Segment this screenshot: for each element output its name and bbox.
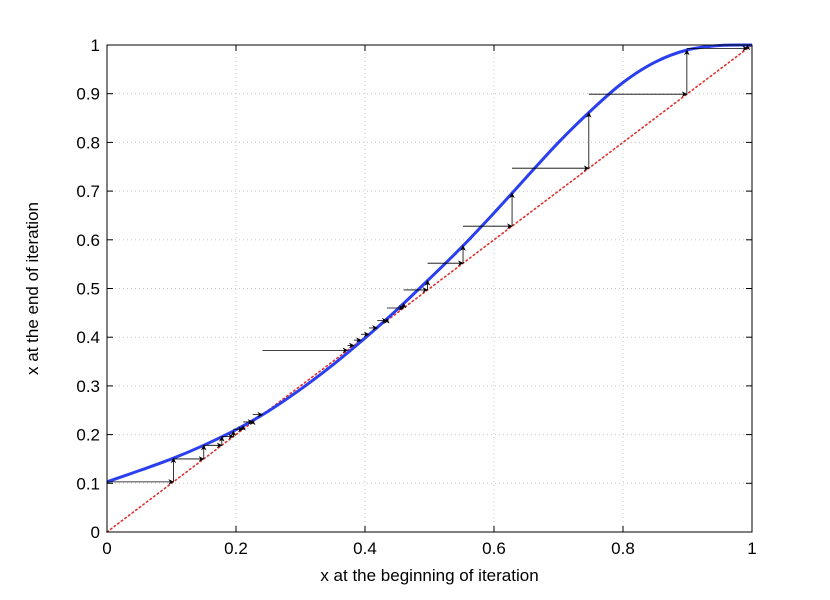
iteration-curve	[106, 43, 753, 484]
y-tick-label: 0.1	[76, 474, 100, 493]
y-tick-label: 1	[91, 36, 100, 55]
y-axis-ticks: 0 0.1 0.2 0.3 0.4 0.5 0.6 0.7 0.8 0.9 1	[76, 36, 752, 542]
identity-line	[106, 44, 753, 533]
y-tick-label: 0.6	[76, 231, 100, 250]
x-tick-label: 0	[102, 539, 111, 558]
x-axis-ticks: 0 0.2 0.4 0.6 0.8 1	[102, 45, 757, 558]
y-tick-label: 0.3	[76, 377, 100, 396]
y-axis-label: x at the end of iteration	[23, 202, 42, 375]
y-tick-label: 0.7	[76, 182, 100, 201]
y-tick-label: 0.2	[76, 426, 100, 445]
cobweb-steps	[107, 44, 751, 485]
x-tick-label: 0.4	[353, 539, 377, 558]
y-tick-label: 0.9	[76, 85, 100, 104]
x-tick-label: 0.8	[611, 539, 635, 558]
x-tick-label: 1	[747, 539, 756, 558]
series-layer	[106, 43, 753, 533]
x-tick-label: 0.2	[224, 539, 248, 558]
y-tick-label: 0.4	[76, 328, 100, 347]
x-axis-label: x at the beginning of iteration	[320, 566, 538, 585]
y-tick-label: 0	[91, 523, 100, 542]
y-tick-label: 0.8	[76, 133, 100, 152]
x-tick-label: 0.6	[482, 539, 506, 558]
y-tick-label: 0.5	[76, 280, 100, 299]
